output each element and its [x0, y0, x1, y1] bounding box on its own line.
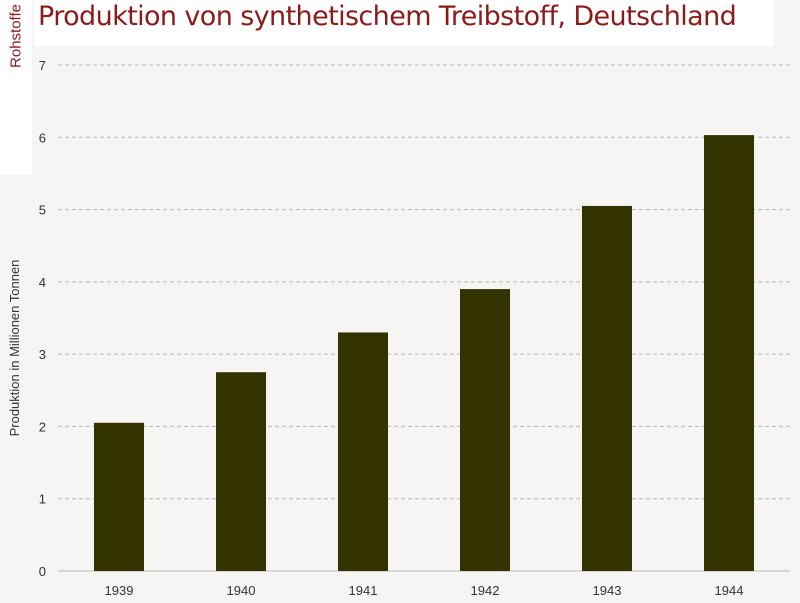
title-bar: Produktion von synthetischem Treibstoff,… [34, 0, 774, 46]
y-tick-label: 6 [39, 130, 46, 145]
gridlines [58, 64, 790, 572]
x-tick-label: 1943 [593, 583, 622, 598]
y-axis-label: Produktion in Millionen Tonnen [7, 260, 22, 437]
bars [94, 135, 754, 572]
x-tick-label: 1940 [227, 583, 256, 598]
x-tick-label: 1939 [105, 583, 134, 598]
bar-1940[interactable] [216, 372, 266, 571]
bar-1943[interactable] [582, 205, 632, 571]
x-tick-label: 1944 [715, 583, 744, 598]
y-tick-label: 0 [39, 564, 46, 579]
chart-title: Produktion von synthetischem Treibstoff,… [38, 1, 737, 32]
y-tick-label: 3 [39, 347, 46, 362]
bar-1942[interactable] [460, 289, 510, 571]
y-tick-label: 4 [39, 275, 46, 290]
x-tick-label: 1941 [349, 583, 378, 598]
y-tick-label: 7 [39, 58, 46, 73]
x-axis-ticks: 1939 1940 1941 1942 1943 1944 [105, 583, 744, 598]
side-tab[interactable]: Rohstoffe [0, 0, 32, 175]
bar-1941[interactable] [338, 332, 388, 571]
y-tick-label: 5 [39, 203, 46, 218]
y-axis-ticks: 0 1 2 3 4 5 6 7 [39, 58, 46, 579]
y-tick-label: 2 [39, 419, 46, 434]
bar-1944[interactable] [704, 135, 754, 572]
side-tab-label: Rohstoffe [7, 4, 25, 68]
x-tick-label: 1942 [471, 583, 500, 598]
bar-1939[interactable] [94, 422, 144, 571]
y-tick-label: 1 [39, 492, 46, 507]
